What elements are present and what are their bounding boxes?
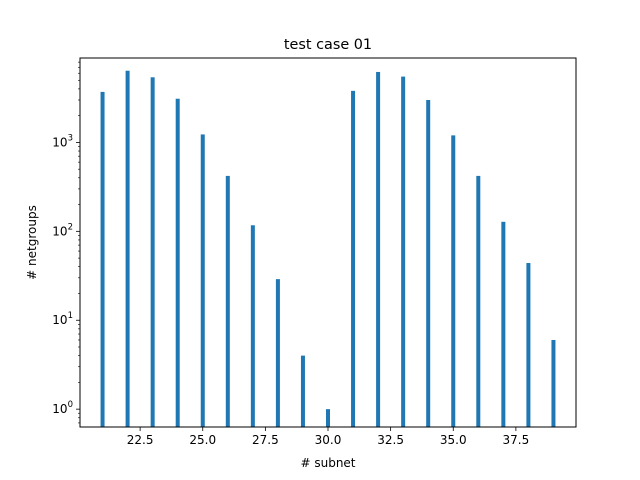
bar <box>125 70 130 427</box>
y-tick-exponent: 2 <box>68 222 73 232</box>
y-tick-base: 10 <box>52 224 67 238</box>
bar <box>225 175 230 427</box>
bar <box>451 135 456 427</box>
y-axis-label: # netgroups <box>25 205 39 280</box>
bar <box>426 99 431 428</box>
x-tick-label: 37.5 <box>503 433 530 447</box>
bar <box>275 279 280 427</box>
y-tick-exponent: 1 <box>68 311 73 321</box>
y-tick-exponent: 3 <box>68 133 73 143</box>
x-tick-label: 35.0 <box>440 433 467 447</box>
bar <box>351 90 356 428</box>
axes-frame <box>79 57 577 428</box>
x-tick-label: 27.5 <box>252 433 279 447</box>
bar <box>326 409 330 427</box>
bar <box>100 91 105 427</box>
y-tick-label: 103 <box>52 133 73 149</box>
y-tick-base: 10 <box>52 313 67 327</box>
bar <box>300 355 305 427</box>
bar <box>376 71 381 428</box>
bar <box>200 134 205 428</box>
x-tick-label: 30.0 <box>315 433 342 447</box>
bar <box>175 98 180 427</box>
y-tick-label: 101 <box>52 311 73 327</box>
x-tick-label: 25.0 <box>189 433 216 447</box>
bar <box>501 221 506 427</box>
bar <box>476 175 481 427</box>
x-tick-label: 22.5 <box>127 433 154 447</box>
bar <box>150 77 155 427</box>
y-tick-base: 10 <box>52 402 67 416</box>
x-axis-ticks: 22.5 25.0 27.5 30.0 32.5 35.0 37.5 <box>127 427 529 447</box>
y-tick-exponent: 0 <box>68 400 73 410</box>
plot-area <box>100 70 556 428</box>
x-tick-label: 32.5 <box>377 433 404 447</box>
y-tick-label: 102 <box>52 222 73 238</box>
bar <box>250 225 255 427</box>
bar <box>551 339 556 427</box>
bar <box>526 263 531 427</box>
x-axis-label: # subnet <box>300 456 355 470</box>
y-tick-label: 100 <box>52 400 73 416</box>
bar <box>401 76 406 427</box>
y-tick-base: 10 <box>52 135 67 149</box>
chart-title: test case 01 <box>284 37 372 53</box>
